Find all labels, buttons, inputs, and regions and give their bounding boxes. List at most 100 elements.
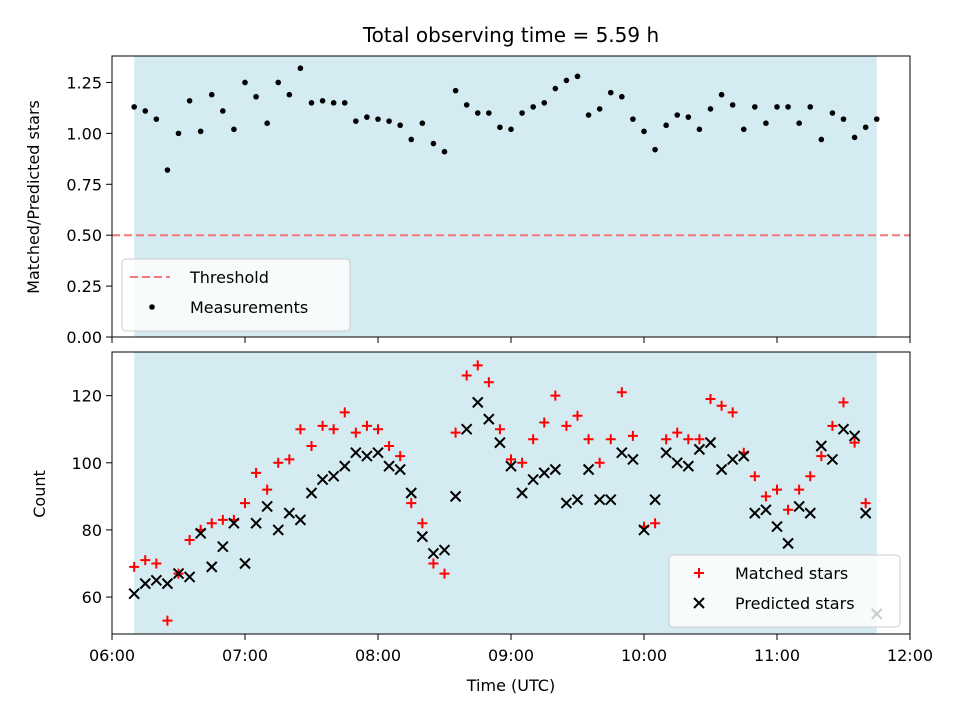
predicted-star-point: [472, 396, 484, 409]
y-tick-label: 1.00: [66, 124, 102, 143]
measurement-point: [364, 114, 370, 120]
predicted-star-point: [294, 514, 307, 526]
matched-star-point: [860, 498, 871, 509]
x-tick-label: 11:00: [754, 646, 800, 665]
measurement-point: [264, 120, 270, 126]
matched-star-point: [605, 434, 616, 445]
predicted-star-point: [638, 524, 650, 536]
count-panel: 60 80 100 120 06:00 07:00 08:00 09:00 10:00 11:00…: [71, 351, 933, 665]
measurement-point: [175, 130, 182, 137]
measurement-point: [696, 126, 703, 133]
predicted-star-point: [649, 494, 661, 506]
matched-star-point: [328, 424, 339, 435]
y-tick-label: 0.25: [66, 277, 102, 296]
x-axis-label: Time (UTC): [466, 676, 555, 695]
predicted-star-point: [139, 577, 151, 590]
plot-frame: [111, 351, 911, 635]
measurement-point: [541, 100, 548, 106]
measurement-point: [729, 102, 736, 108]
predicted-star-point: [804, 507, 816, 519]
measurement-point: [186, 97, 193, 104]
y-tick-label: 1.25: [66, 73, 102, 92]
matched-star-point: [417, 518, 428, 529]
measurement-point: [685, 114, 692, 120]
ratio-panel: 0.00 0.25 0.50 0.75 1.00 1.25 Threshold Measure…: [66, 55, 911, 347]
measurement-point: [674, 112, 681, 118]
measurement-point: [818, 136, 825, 143]
predicted-star-point: [627, 453, 639, 466]
matched-star-point: [483, 377, 494, 388]
predicted-star-point: [527, 473, 539, 486]
x-tick-label: 06:00: [89, 646, 135, 665]
predicted-star-point: [693, 443, 706, 456]
predicted-star-point: [172, 567, 185, 580]
matched-star-point: [151, 558, 162, 569]
legend-label: Measurements: [190, 298, 308, 317]
matched-star-point: [273, 457, 284, 468]
matched-star-point: [772, 484, 782, 495]
legend: Matched stars Predicted stars: [668, 554, 901, 628]
matched-star-point: [683, 434, 694, 445]
predicted-star-point: [239, 557, 251, 570]
predicted-star-point: [738, 450, 750, 462]
predicted-star-point: [859, 507, 872, 519]
measurement-point: [807, 104, 814, 110]
measurement-point: [386, 118, 392, 124]
legend-label: Predicted stars: [735, 594, 855, 613]
measurement-point: [740, 126, 747, 133]
matched-star-point: [838, 397, 849, 408]
predicted-star-point: [848, 430, 861, 442]
matched-star-point: [749, 471, 760, 482]
measurement-point: [785, 104, 791, 110]
predicted-star-point: [516, 487, 528, 499]
matched-star-point: [661, 434, 672, 445]
predicted-star-point: [250, 517, 262, 529]
matched-star-point: [395, 451, 406, 462]
chart-title: Total observing time = 5.59 h: [362, 23, 659, 47]
predicted-star-point: [704, 436, 717, 449]
predicted-star-point: [782, 537, 794, 550]
predicted-star-point: [660, 447, 672, 459]
measurement-point: [142, 108, 149, 114]
predicted-star-point: [228, 517, 240, 529]
matched-star-point: [384, 441, 395, 451]
legend-label: Matched stars: [735, 564, 848, 583]
y-tick-label: 0.00: [66, 328, 102, 347]
measurement-point: [242, 79, 248, 86]
measurement-point: [474, 110, 481, 116]
matched-star-point: [461, 370, 472, 381]
predicted-star-point: [449, 490, 462, 503]
predicted-star-point: [383, 460, 395, 472]
predicted-star-point: [483, 413, 495, 425]
measurement-point: [641, 128, 647, 135]
y-tick-label: 100: [71, 454, 102, 473]
x-tick-label: 09:00: [488, 646, 534, 665]
measurement-point: [607, 89, 614, 96]
measurement-point: [574, 73, 581, 80]
measurement-point: [397, 122, 403, 129]
predicted-star-point: [372, 447, 384, 459]
matched-star-point: [705, 394, 716, 404]
predicted-star-point: [760, 504, 772, 516]
measurement-point: [131, 104, 137, 110]
y-tick-label: 60: [82, 588, 102, 607]
measurement-point: [375, 116, 381, 122]
y-tick-label: 120: [71, 387, 102, 406]
predicted-star-point: [438, 544, 451, 556]
measurement-point: [774, 104, 780, 110]
predicted-star-point: [161, 577, 174, 590]
measurement-point: [319, 97, 326, 104]
predicted-star-point: [715, 463, 728, 476]
predicted-star-point: [283, 507, 296, 519]
matched-star-point: [694, 434, 705, 445]
predicted-star-point: [150, 574, 163, 586]
matched-star-point: [539, 417, 550, 428]
measurement-point: [220, 108, 226, 114]
measurement-point: [297, 65, 304, 72]
legend-box: [668, 554, 901, 628]
matched-star-point: [373, 424, 383, 435]
measurement-point: [486, 110, 492, 116]
measurement-point: [752, 104, 758, 110]
